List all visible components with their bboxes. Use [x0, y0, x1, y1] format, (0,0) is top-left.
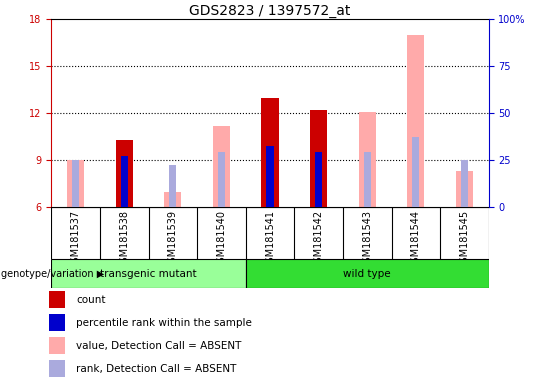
Bar — [50, 291, 65, 308]
Bar — [116, 140, 133, 207]
Text: GSM181542: GSM181542 — [314, 210, 323, 269]
Bar — [50, 314, 65, 331]
Text: rank, Detection Call = ABSENT: rank, Detection Call = ABSENT — [76, 364, 237, 374]
Bar — [51, 259, 246, 288]
Bar — [266, 146, 274, 207]
Bar — [359, 112, 376, 207]
Bar — [456, 171, 473, 207]
Bar — [50, 360, 65, 377]
Text: percentile rank within the sample: percentile rank within the sample — [76, 318, 252, 328]
Bar — [315, 152, 322, 207]
Text: GSM181544: GSM181544 — [411, 210, 421, 269]
Text: GSM181538: GSM181538 — [119, 210, 129, 269]
Text: GSM181537: GSM181537 — [71, 210, 80, 269]
Bar — [412, 137, 420, 207]
Bar — [169, 165, 177, 207]
Text: GSM181539: GSM181539 — [168, 210, 178, 269]
Bar — [72, 161, 79, 207]
Bar — [246, 259, 489, 288]
Text: transgenic mutant: transgenic mutant — [100, 268, 197, 279]
Bar — [407, 35, 424, 207]
Bar — [218, 152, 225, 207]
Bar — [50, 337, 65, 354]
Text: value, Detection Call = ABSENT: value, Detection Call = ABSENT — [76, 341, 242, 351]
Bar — [261, 98, 279, 207]
Title: GDS2823 / 1397572_at: GDS2823 / 1397572_at — [190, 4, 350, 18]
Text: GSM181540: GSM181540 — [217, 210, 226, 269]
Bar — [310, 152, 327, 207]
Bar — [213, 126, 230, 207]
Text: genotype/variation ▶: genotype/variation ▶ — [1, 268, 104, 279]
Bar — [261, 146, 279, 207]
Text: count: count — [76, 295, 106, 305]
Bar — [120, 156, 128, 207]
Text: GSM181543: GSM181543 — [362, 210, 372, 269]
Bar — [164, 192, 181, 207]
Text: GSM181541: GSM181541 — [265, 210, 275, 269]
Bar — [116, 140, 133, 207]
Text: GSM181545: GSM181545 — [460, 210, 469, 269]
Bar — [461, 161, 468, 207]
Bar — [67, 161, 84, 207]
Bar — [310, 110, 327, 207]
Bar — [363, 152, 371, 207]
Text: wild type: wild type — [343, 268, 391, 279]
